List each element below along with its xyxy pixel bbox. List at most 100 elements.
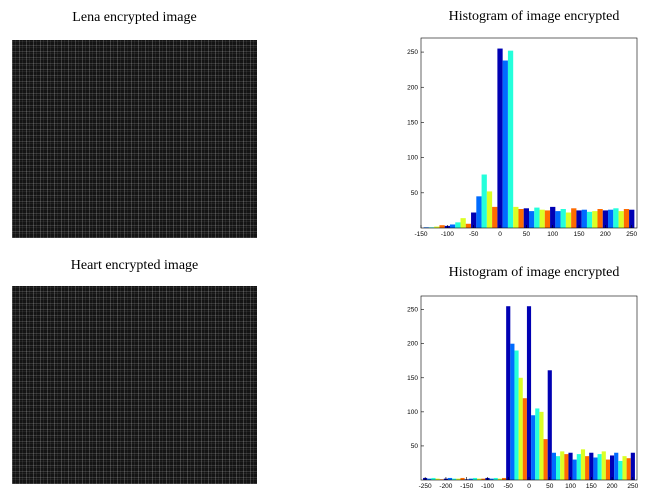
x-tick-label: 100 bbox=[547, 231, 558, 238]
bar bbox=[544, 439, 548, 480]
x-tick-label: -50 bbox=[469, 231, 479, 238]
chart-title: Histogram of image encrypted bbox=[449, 9, 620, 24]
bar bbox=[448, 478, 452, 480]
bar bbox=[519, 378, 523, 480]
y-tick-label: 150 bbox=[407, 375, 418, 382]
bar bbox=[431, 478, 435, 480]
bar bbox=[618, 461, 622, 480]
bar bbox=[502, 478, 506, 480]
bar bbox=[510, 344, 514, 480]
bar bbox=[606, 460, 610, 480]
x-tick-label: 50 bbox=[523, 231, 531, 238]
bar bbox=[482, 175, 487, 228]
bar bbox=[503, 61, 508, 228]
bar bbox=[593, 458, 597, 480]
bar bbox=[548, 370, 552, 480]
plot-frame bbox=[421, 38, 637, 228]
bar bbox=[494, 478, 498, 480]
bar bbox=[466, 224, 471, 228]
x-tick-label: 250 bbox=[627, 483, 638, 488]
x-tick-label: 100 bbox=[565, 483, 576, 488]
bar bbox=[561, 209, 566, 228]
bar bbox=[571, 208, 576, 228]
bar bbox=[614, 453, 618, 480]
bar bbox=[455, 222, 460, 228]
x-tick-label: -50 bbox=[504, 483, 514, 488]
bar bbox=[539, 412, 543, 480]
bar bbox=[450, 224, 455, 228]
bar bbox=[540, 210, 545, 228]
bar bbox=[461, 218, 466, 228]
bar bbox=[439, 225, 444, 228]
bar bbox=[550, 207, 555, 228]
bar bbox=[487, 191, 492, 228]
x-tick-label: 150 bbox=[586, 483, 597, 488]
x-tick-label: 250 bbox=[626, 231, 637, 238]
y-tick-label: 100 bbox=[407, 409, 418, 416]
x-tick-label: -250 bbox=[419, 483, 432, 488]
x-tick-label: 50 bbox=[546, 483, 554, 488]
bar bbox=[581, 449, 585, 480]
bar bbox=[523, 398, 527, 480]
y-tick-label: 200 bbox=[407, 84, 418, 91]
bar bbox=[592, 211, 597, 228]
bar bbox=[514, 351, 518, 480]
y-tick-label: 250 bbox=[407, 307, 418, 314]
bar bbox=[631, 453, 635, 480]
x-tick-label: -150 bbox=[414, 231, 427, 238]
chart-title: Histogram of image encrypted bbox=[449, 265, 620, 280]
x-tick-label: 0 bbox=[498, 231, 502, 238]
bar bbox=[613, 208, 618, 228]
x-tick-label: 150 bbox=[574, 231, 585, 238]
y-tick-label: 200 bbox=[407, 341, 418, 348]
bar bbox=[573, 460, 577, 480]
x-tick-label: 0 bbox=[527, 483, 531, 488]
bar bbox=[597, 209, 602, 228]
bar bbox=[589, 453, 593, 480]
bar bbox=[598, 454, 602, 480]
bar bbox=[585, 456, 589, 480]
x-tick-label: -100 bbox=[441, 231, 454, 238]
bar bbox=[564, 454, 568, 480]
y-tick-label: 250 bbox=[407, 49, 418, 56]
bar bbox=[527, 306, 531, 480]
bar bbox=[582, 210, 587, 228]
y-tick-label: 50 bbox=[411, 190, 419, 197]
y-tick-label: 50 bbox=[411, 443, 419, 450]
y-tick-label: 150 bbox=[407, 119, 418, 126]
bar bbox=[534, 208, 539, 228]
y-tick-label: 100 bbox=[407, 155, 418, 162]
bar bbox=[566, 213, 571, 228]
bar bbox=[602, 451, 606, 480]
bar bbox=[518, 209, 523, 228]
bar bbox=[610, 455, 614, 480]
bar bbox=[497, 49, 502, 228]
bar bbox=[531, 415, 535, 480]
bar bbox=[535, 408, 539, 480]
bar bbox=[492, 207, 497, 228]
bar bbox=[556, 456, 560, 480]
bar bbox=[552, 453, 556, 480]
bar bbox=[473, 478, 477, 480]
bar bbox=[460, 478, 464, 480]
bar bbox=[627, 458, 631, 480]
bar bbox=[506, 306, 510, 480]
x-tick-label: -150 bbox=[460, 483, 473, 488]
bar bbox=[624, 209, 629, 228]
charts: Histogram of image encrypted 50 100 150 200 2… bbox=[0, 0, 653, 488]
bar bbox=[476, 196, 481, 228]
bar bbox=[587, 212, 592, 228]
x-tick-label: 200 bbox=[607, 483, 618, 488]
bar bbox=[545, 210, 550, 228]
bar bbox=[622, 456, 626, 480]
bar bbox=[529, 211, 534, 228]
bar bbox=[568, 453, 572, 480]
bar bbox=[608, 210, 613, 228]
bar bbox=[560, 451, 564, 480]
x-tick-label: -200 bbox=[439, 483, 452, 488]
bar bbox=[619, 211, 624, 228]
x-tick-label: 200 bbox=[600, 231, 611, 238]
bar bbox=[513, 207, 518, 228]
bar bbox=[555, 211, 560, 228]
figure: Lena encrypted image Heart encrypted ima… bbox=[0, 0, 653, 488]
